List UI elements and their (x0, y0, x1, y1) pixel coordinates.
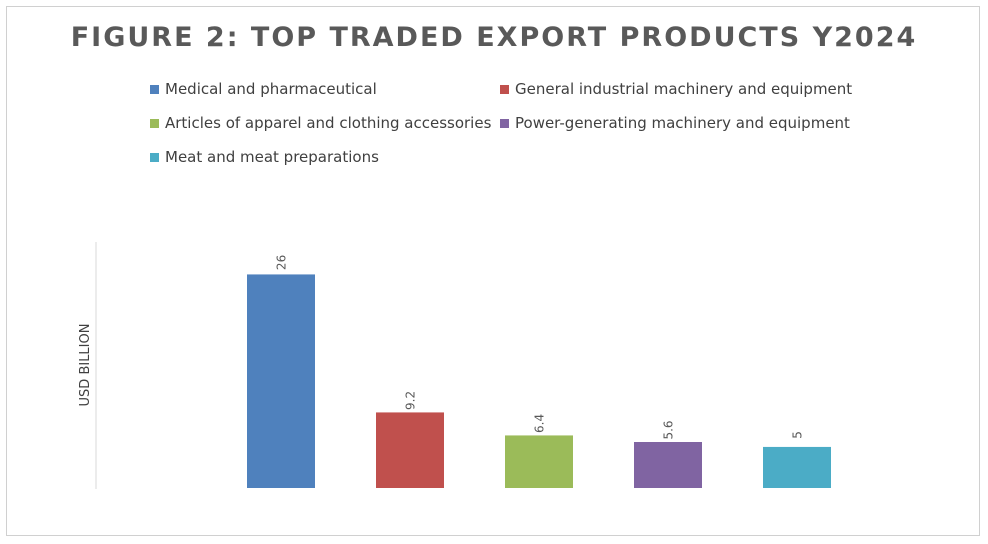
chart-title: FIGURE 2: TOP TRADED EXPORT PRODUCTS Y20… (70, 22, 918, 53)
bar-value-label: 26 (275, 255, 289, 270)
bar-value-label: 9.2 (404, 391, 418, 410)
y-axis-label: USD BILLION (78, 324, 93, 407)
legend-label: General industrial machinery and equipme… (515, 80, 853, 98)
bar-5 (763, 446, 831, 488)
bar-1 (247, 274, 315, 488)
legend-swatch (500, 84, 509, 94)
bar-value-label: 6.4 (533, 414, 547, 433)
legend-label: Medical and pharmaceutical (165, 80, 377, 98)
bar-3 (505, 435, 573, 488)
legend-swatch (500, 118, 509, 128)
legend-label: Articles of apparel and clothing accesso… (165, 114, 492, 132)
bar-value-label: 5 (791, 431, 805, 439)
legend-item-power-machinery: Power-generating machinery and equipment (500, 114, 850, 132)
legend-swatch (150, 152, 159, 162)
legend-item-meat: Meat and meat preparations (150, 148, 379, 166)
legend-item-industrial-machinery: General industrial machinery and equipme… (500, 80, 852, 98)
bars-group: 26 9.2 6.4 5.6 5 (247, 255, 831, 488)
legend-item-medical: Medical and pharmaceutical (150, 80, 377, 98)
legend-swatch (150, 84, 159, 94)
bar-2 (376, 412, 444, 488)
legend-swatch (150, 118, 159, 128)
legend-label: Meat and meat preparations (165, 148, 379, 166)
bar-value-label: 5.6 (662, 420, 676, 439)
legend-item-apparel: Articles of apparel and clothing accesso… (150, 114, 491, 132)
bar-4 (634, 442, 702, 488)
legend-label: Power-generating machinery and equipment (515, 114, 850, 132)
